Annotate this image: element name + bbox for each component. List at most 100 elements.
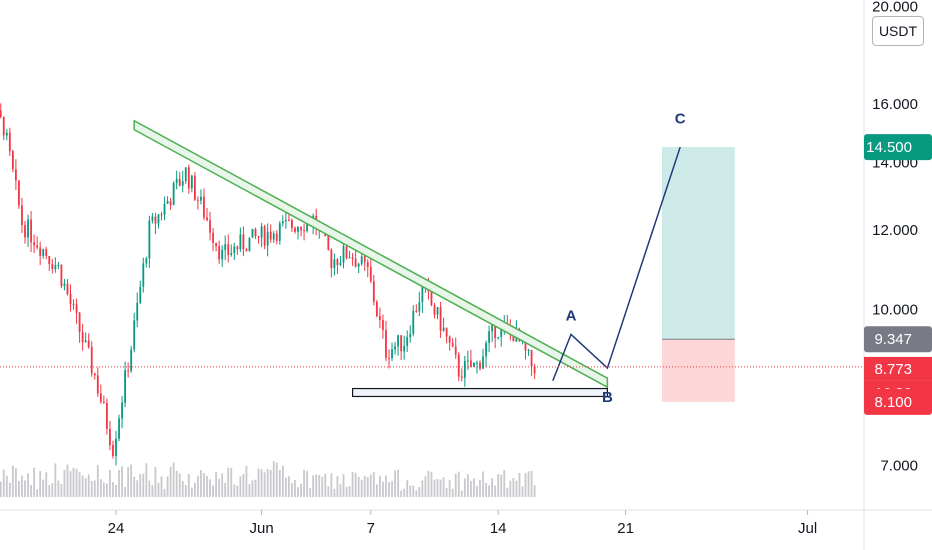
volume-bar [21, 475, 23, 497]
candle [172, 181, 175, 206]
candle [445, 327, 448, 344]
candle [463, 355, 466, 387]
candle-body [30, 219, 32, 243]
y-tick-label: 20.000 [872, 0, 918, 15]
candle [224, 235, 227, 261]
volume-bar [457, 471, 460, 497]
projection-path[interactable] [552, 146, 681, 382]
wave-label-a: A [566, 308, 577, 325]
candle [297, 225, 299, 240]
volume-bar [105, 483, 108, 497]
candle-body [366, 262, 369, 267]
candle [90, 341, 93, 377]
volume-bar [14, 468, 17, 497]
candle-body [212, 232, 214, 243]
volume-bar [118, 469, 120, 497]
price-tag-bg [864, 388, 932, 415]
candle-body [63, 283, 66, 287]
candle [409, 325, 412, 343]
volume-bar [309, 488, 312, 497]
volume-bar [476, 485, 478, 497]
candle [451, 337, 454, 348]
candle [127, 362, 130, 378]
wave-label-c: C [675, 111, 686, 128]
candle-body [187, 167, 190, 189]
support-zone[interactable] [352, 387, 609, 398]
candle-body [500, 324, 503, 338]
candle [175, 170, 178, 190]
volume-bar [172, 462, 175, 497]
candle-body [409, 333, 412, 338]
candle-body [533, 366, 536, 374]
target-zone [662, 147, 735, 340]
candle [18, 180, 20, 209]
candle [200, 189, 202, 205]
volume-bar [251, 480, 254, 497]
volume-bar [312, 475, 315, 497]
volume-bar [209, 479, 211, 497]
candle-body [127, 370, 130, 372]
volume-bar [160, 476, 163, 497]
candle-body [333, 259, 336, 269]
resistance-trendline[interactable] [133, 119, 609, 389]
candle [385, 320, 387, 362]
candle-body [442, 327, 445, 331]
candle-body [360, 256, 363, 264]
volume-bar [454, 473, 457, 497]
volume-bar [239, 476, 242, 497]
candle [466, 350, 469, 370]
candle-body [415, 311, 418, 313]
candle [63, 278, 66, 291]
candle-body [218, 246, 221, 260]
volume-bar [154, 466, 157, 497]
candle [382, 314, 384, 339]
candle-body [193, 175, 196, 200]
candle-body [203, 196, 205, 218]
volume-bar [351, 471, 354, 497]
candle-body [394, 346, 396, 350]
volume-bar [378, 475, 381, 497]
candle-body [388, 357, 390, 359]
candle [391, 342, 393, 361]
volume-bar [445, 487, 448, 497]
candle [372, 274, 375, 306]
candle-body [348, 257, 351, 259]
candle [412, 305, 415, 337]
volume-bar [375, 484, 378, 497]
volume-bar [403, 488, 406, 497]
candle-body [385, 330, 387, 358]
candle-body [142, 263, 145, 287]
candle-body [266, 231, 269, 246]
volume-bar [318, 475, 321, 497]
volume-bar [382, 481, 384, 497]
candle [36, 236, 39, 250]
candle-body [166, 201, 169, 204]
candle-body [357, 263, 360, 267]
drawing-overlays[interactable]: A B C [0, 111, 864, 406]
volume-bar [466, 474, 469, 497]
volume-bar [215, 471, 218, 497]
candle [454, 337, 457, 359]
volume-bar [397, 469, 400, 497]
candle-body [236, 246, 239, 250]
candle [87, 333, 90, 349]
candle-body [69, 294, 72, 304]
candle [124, 361, 127, 408]
candle-body [51, 264, 54, 270]
candle-body [406, 337, 409, 346]
x-tick-label: 7 [367, 520, 375, 537]
volume-bar [45, 472, 48, 497]
candle [24, 221, 26, 244]
price-tag-label: 8.100 [874, 394, 912, 411]
volume-bar [388, 482, 390, 497]
candle [227, 234, 230, 263]
candle [272, 230, 275, 243]
quote-currency-label[interactable]: USDT [872, 16, 924, 46]
volume-bar [157, 482, 160, 497]
stop-zone [662, 339, 735, 402]
candle-body [8, 132, 11, 152]
volume-bar [133, 476, 136, 497]
volume-bar [300, 483, 302, 497]
candle-body [48, 256, 51, 265]
